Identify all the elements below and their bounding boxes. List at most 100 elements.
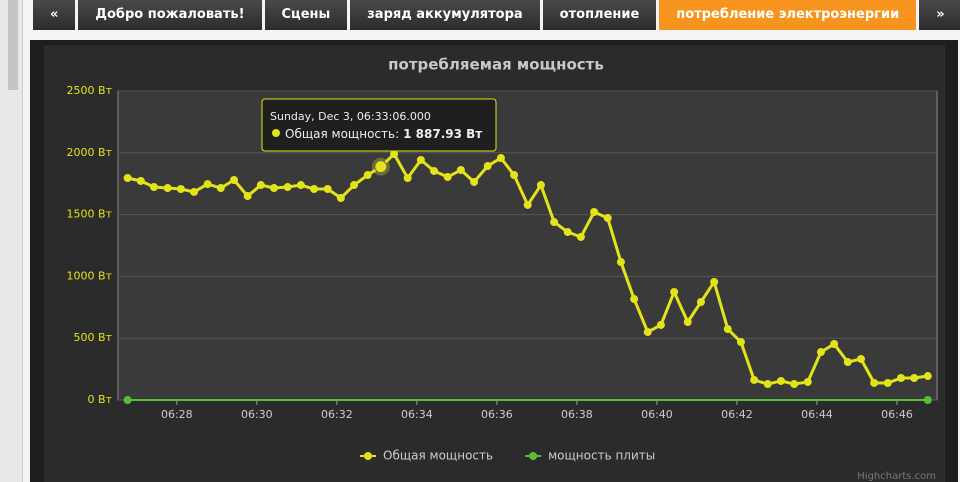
point [923, 396, 932, 404]
x-tick-label: 06:40 [641, 408, 673, 421]
tooltip-box [261, 98, 497, 152]
point [323, 185, 332, 194]
tab[interactable]: Сцены [264, 0, 348, 30]
point [856, 354, 865, 363]
point [123, 174, 132, 183]
scroll-thumb[interactable] [8, 0, 18, 90]
point [443, 173, 452, 182]
point [256, 181, 265, 190]
point [870, 378, 879, 387]
point [736, 338, 745, 347]
tooltip-value: 1 887.93 Вт [403, 127, 482, 141]
x-tick-label: 06:44 [801, 408, 833, 421]
x-tick-label: 06:30 [241, 408, 273, 421]
point [830, 340, 839, 349]
y-tick-label: 2500 Вт [67, 84, 113, 97]
point [123, 396, 132, 404]
x-tick-label: 06:46 [881, 408, 913, 421]
point [910, 373, 919, 382]
tab-bar: «Добро пожаловать! Сцены заряд аккумулятор… [33, 0, 960, 30]
point [203, 180, 212, 189]
chart-title: потребляемая мощность [388, 56, 604, 74]
y-tick-label: 500 Вт [74, 331, 113, 344]
y-tick-label: 2000 Вт [67, 146, 113, 159]
point [430, 166, 439, 175]
point [510, 171, 519, 180]
x-tick-label: 06:42 [721, 408, 753, 421]
point [590, 208, 599, 217]
point [310, 185, 319, 194]
legend-label: мощность плиты [548, 449, 655, 463]
point [576, 232, 585, 241]
point [750, 375, 759, 384]
point [723, 325, 732, 334]
point [150, 183, 159, 192]
point [883, 378, 892, 387]
y-tick-label: 1000 Вт [67, 269, 113, 282]
point [816, 348, 825, 357]
point [456, 165, 465, 174]
point [656, 320, 665, 329]
point [470, 177, 479, 186]
point [136, 176, 145, 185]
tab[interactable]: « [33, 0, 76, 30]
point [176, 185, 185, 194]
legend-marker [364, 452, 372, 460]
x-tick-label: 06:36 [481, 408, 513, 421]
point [350, 181, 359, 190]
tab[interactable]: заряд аккумулятора [350, 0, 540, 30]
point [603, 214, 612, 223]
x-tick-label: 06:32 [321, 408, 353, 421]
x-tick-label: 06:38 [561, 408, 593, 421]
point [216, 184, 225, 193]
point [190, 187, 199, 196]
point [243, 192, 252, 201]
tab[interactable]: отопление [542, 0, 657, 30]
tooltip: Sunday, Dec 3, 06:33:06.000 Общая мощност… [261, 98, 497, 152]
x-tick-label: 06:28 [161, 408, 193, 421]
point [536, 181, 545, 190]
point [550, 218, 559, 227]
y-tick-label: 0 Вт [88, 393, 113, 406]
point [523, 200, 532, 209]
point [563, 228, 572, 237]
point [163, 184, 172, 193]
point [803, 377, 812, 386]
plot-area [117, 90, 938, 401]
y-tick-label: 1500 Вт [67, 208, 113, 221]
tooltip-series: Общая мощность: [285, 127, 399, 141]
point [923, 372, 932, 381]
x-tick-label: 06:34 [401, 408, 433, 421]
tab[interactable]: Добро пожаловать! [78, 0, 262, 30]
point [670, 287, 679, 296]
point [270, 184, 279, 193]
point [896, 373, 905, 382]
legend-label: Общая мощность [383, 449, 493, 463]
point [763, 380, 772, 389]
point [683, 318, 692, 327]
scrollbar[interactable] [0, 0, 23, 482]
point [296, 181, 305, 190]
point [710, 277, 719, 286]
tooltip-line: Общая мощность: 1 887.93 Вт [285, 127, 482, 141]
hover-point [374, 160, 388, 174]
point [630, 295, 639, 304]
point [776, 376, 785, 385]
point [496, 153, 505, 162]
point [363, 171, 372, 180]
point [843, 358, 852, 367]
point [643, 328, 652, 337]
point [416, 155, 425, 164]
legend-marker [529, 452, 538, 460]
tab[interactable]: потребление электроэнергии [659, 0, 917, 30]
point [483, 162, 492, 171]
point [336, 194, 345, 203]
tooltip-header: Sunday, Dec 3, 06:33:06.000 [270, 110, 431, 123]
point [230, 175, 239, 184]
tab[interactable]: » [919, 0, 960, 30]
point [403, 174, 412, 183]
tooltip-marker [272, 129, 280, 137]
point [616, 258, 625, 267]
